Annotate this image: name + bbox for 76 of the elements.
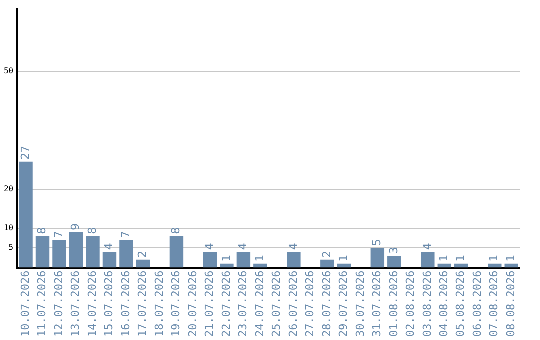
x-tick-label: 24.07.2026: [253, 270, 266, 338]
bar: [19, 162, 33, 268]
data-label: 1: [337, 254, 350, 262]
data-label: 1: [438, 254, 451, 262]
x-tick-label: 02.08.2026: [404, 270, 418, 338]
x-tick-label: 16.07.2026: [119, 270, 132, 338]
data-label: 5: [370, 239, 384, 246]
bar: [388, 256, 402, 268]
x-tick-label: 30.07.2026: [354, 270, 367, 338]
data-label: 7: [119, 231, 132, 238]
data-label: 9: [69, 223, 82, 230]
x-tick-label: 26.07.2026: [286, 270, 300, 338]
data-label: 1: [220, 254, 233, 262]
x-tick-label: 15.07.2026: [102, 270, 116, 338]
bar: [320, 260, 334, 268]
y-tick-label: 10: [4, 224, 14, 233]
x-tick-label: 13.07.2026: [69, 270, 82, 338]
y-tick-label: 5: [8, 243, 14, 252]
data-label: 1: [253, 254, 266, 262]
x-tick-label: 10.07.2026: [18, 270, 32, 338]
x-tick-label: 12.07.2026: [52, 270, 66, 338]
x-tick-label: 01.08.2026: [387, 270, 400, 338]
x-tick-label: 22.07.2026: [220, 270, 233, 338]
bar: [36, 236, 50, 268]
data-label: 27: [18, 146, 32, 160]
data-label: 2: [136, 250, 150, 258]
x-tick-label: 11.07.2026: [36, 270, 49, 338]
data-label: 1: [454, 254, 468, 262]
y-tick-label: 20: [4, 184, 14, 194]
bar: [421, 252, 435, 268]
x-tick-label: 08.08.2026: [504, 270, 518, 338]
x-tick-label: 17.07.2026: [136, 270, 150, 338]
data-label: 8: [36, 227, 49, 234]
x-tick-label: 25.07.2026: [270, 270, 284, 338]
data-label: 2: [320, 250, 334, 258]
x-tick-label: 19.07.2026: [170, 270, 183, 338]
bar: [287, 252, 301, 268]
x-tick-label: 07.08.2026: [488, 270, 501, 338]
bar: [52, 240, 66, 268]
data-label: 8: [86, 227, 99, 234]
x-tick-label: 05.08.2026: [454, 270, 468, 338]
data-label: 4: [420, 243, 434, 250]
data-label: 4: [286, 243, 300, 250]
x-tick-label: 21.07.2026: [203, 270, 216, 338]
data-label: 1: [504, 254, 518, 262]
bar: [120, 240, 134, 268]
x-tick-label: 04.08.2026: [438, 270, 451, 338]
y-tick-label: 50: [4, 66, 14, 76]
x-tick-label: 28.07.2026: [320, 270, 334, 338]
data-label: 1: [488, 254, 501, 262]
x-tick-label: 20.07.2026: [186, 270, 200, 338]
bar: [86, 236, 100, 268]
x-tick-label: 23.07.2026: [236, 270, 250, 338]
bar: [203, 252, 218, 268]
x-tick-label: 03.08.2026: [420, 270, 434, 338]
data-label: 4: [102, 243, 116, 250]
bar: [236, 252, 251, 268]
data-label: 8: [170, 227, 183, 234]
x-tick-label: 27.07.2026: [304, 270, 317, 338]
x-tick-label: 18.07.2026: [152, 270, 166, 338]
bar: [136, 260, 150, 268]
x-tick-label: 14.07.2026: [86, 270, 99, 338]
bar: [370, 248, 385, 268]
bar: [254, 264, 268, 268]
bar: [102, 252, 117, 268]
data-label: 4: [203, 243, 216, 250]
x-tick-label: 06.08.2026: [470, 270, 484, 338]
x-tick-label: 29.07.2026: [337, 270, 350, 338]
data-label: 3: [387, 247, 400, 254]
data-label: 4: [236, 243, 250, 250]
x-tick-label: 31.07.2026: [370, 270, 384, 338]
bar: [69, 232, 84, 268]
bar: [220, 264, 234, 268]
data-label: 7: [52, 231, 66, 238]
bar: [170, 236, 184, 268]
bar: [454, 264, 468, 268]
